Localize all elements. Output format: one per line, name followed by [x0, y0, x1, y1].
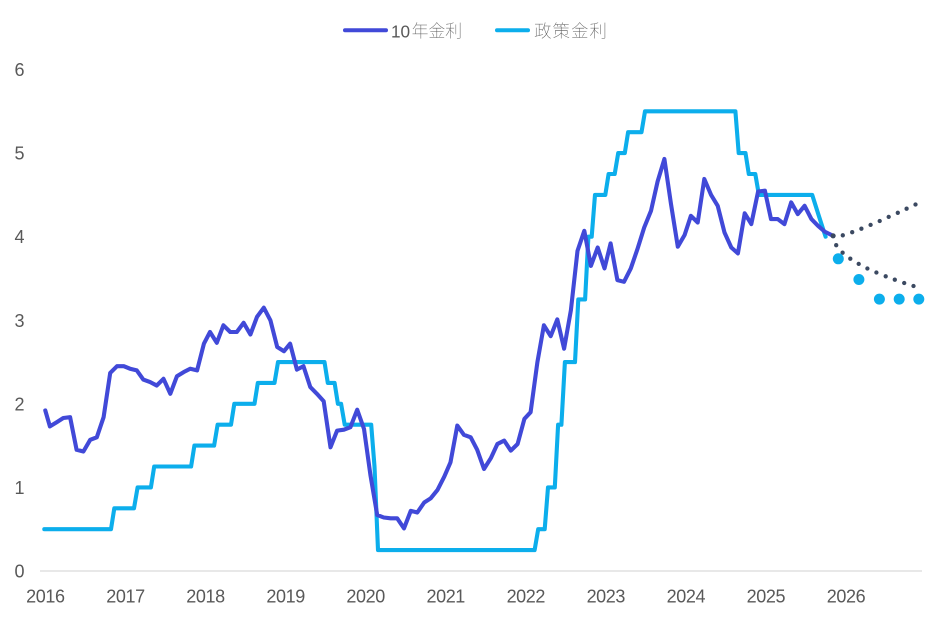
- svg-text:2018: 2018: [186, 587, 225, 607]
- svg-text:4: 4: [14, 227, 24, 247]
- svg-text:6: 6: [14, 60, 24, 80]
- svg-text:2025: 2025: [747, 587, 786, 607]
- svg-text:2021: 2021: [426, 587, 465, 607]
- svg-text:3: 3: [14, 311, 24, 331]
- svg-text:2024: 2024: [667, 587, 706, 607]
- svg-text:2023: 2023: [587, 587, 626, 607]
- svg-text:2019: 2019: [266, 587, 305, 607]
- svg-text:2020: 2020: [346, 587, 385, 607]
- svg-text:2017: 2017: [106, 587, 145, 607]
- svg-text:2026: 2026: [827, 587, 866, 607]
- svg-text:0: 0: [14, 562, 24, 582]
- svg-text:2016: 2016: [26, 587, 65, 607]
- svg-text:2: 2: [14, 394, 24, 414]
- svg-text:1: 1: [14, 478, 24, 498]
- svg-text:10: 10: [391, 21, 410, 41]
- svg-text:2022: 2022: [507, 587, 546, 607]
- svg-text:5: 5: [14, 144, 24, 164]
